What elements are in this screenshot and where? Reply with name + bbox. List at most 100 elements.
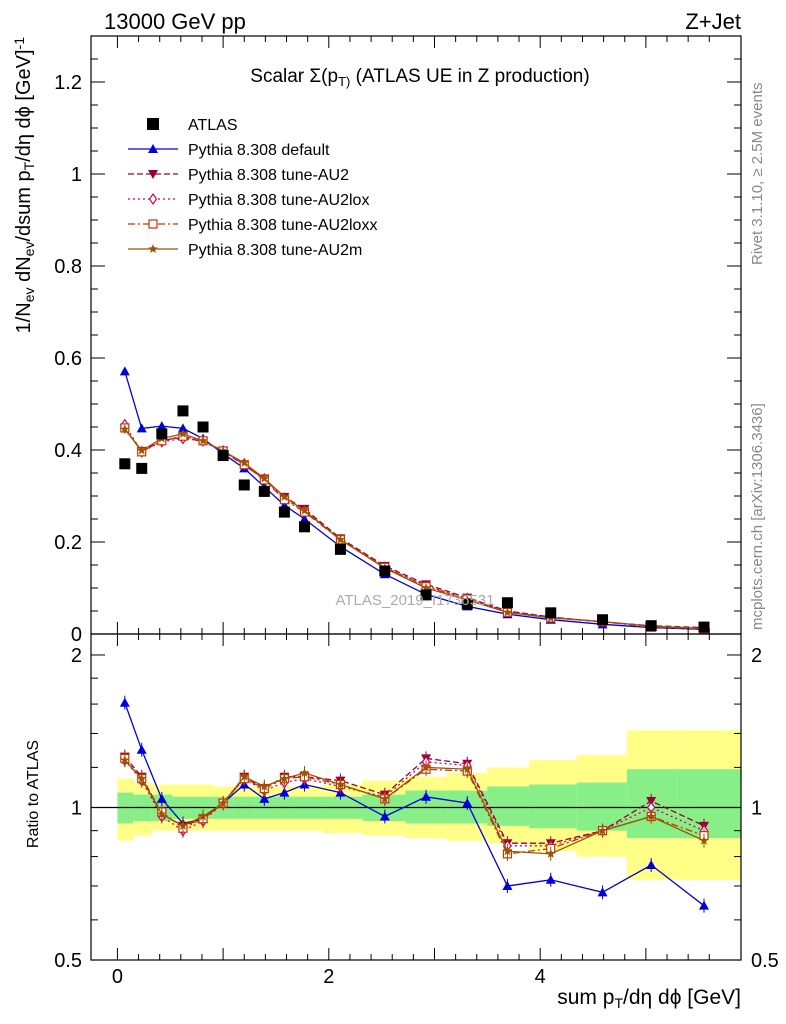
data-point-atlas (119, 458, 131, 470)
data-point-atlas (177, 405, 189, 417)
point-pythia-8-308-default (136, 423, 147, 433)
mcplots-label: mcplots.cern.ch [arXiv:1306.3436] (749, 403, 766, 630)
ratio-point-pythia-8-308-tune-au2m (137, 773, 147, 783)
data-point-atlas (461, 598, 473, 610)
legend-label-atlas: ATLAS (188, 117, 238, 134)
ratio-point-pythia-8-308-tune-au2m (380, 793, 390, 803)
data-point-atlas (501, 597, 513, 609)
ratio-point-pythia-8-308-default (502, 880, 513, 890)
ratio-y-tick-label-right: 0.5 (751, 950, 779, 972)
point-pythia-8-308-tune-au2m (120, 424, 130, 434)
ratio-point-pythia-8-308-tune-au2m (335, 779, 346, 789)
point-pythia-8-308-default (119, 366, 130, 376)
point-pythia-8-308-tune-au2m (178, 428, 188, 438)
ratio-point-pythia-8-308-default (119, 697, 130, 707)
ratio-plot-frame (90, 633, 742, 961)
legend-marker-pythia-8-308-tune-au2 (148, 170, 158, 179)
ratio-point-pythia-8-308-default (136, 744, 147, 754)
point-pythia-8-308-tune-au2m (299, 505, 310, 515)
legend-marker-pythia-8-308-tune-au2loxx (148, 219, 158, 229)
ratio-band-inner (487, 786, 530, 826)
point-pythia-8-308-default (177, 423, 188, 433)
ratio-band-inner (529, 784, 577, 829)
ratio-point-pythia-8-308-default (259, 793, 270, 803)
y-tick-label: 0.6 (54, 348, 82, 370)
data-point-atlas (278, 506, 290, 518)
ratio-point-pythia-8-308-tune-au2m (699, 835, 709, 845)
ratio-point-pythia-8-308-tune-au2m (259, 781, 270, 791)
ratio-point-pythia-8-308-tune-au2m (198, 811, 208, 821)
data-point-atlas (298, 521, 310, 533)
ratio-point-pythia-8-308-default (156, 793, 167, 803)
ratio-y-tick-label: 2 (71, 645, 82, 667)
data-point-atlas (197, 421, 209, 433)
point-pythia-8-308-tune-au2m (259, 473, 270, 483)
legend-marker-pythia-8-308-default (148, 144, 158, 153)
point-pythia-8-308-tune-au2m (137, 445, 147, 455)
ratio-y-axis-label: Ratio to ATLAS (25, 740, 42, 848)
ratio-point-pythia-8-308-default (421, 791, 432, 801)
legend-label-pythia-8-308-default: Pythia 8.308 default (188, 142, 330, 159)
point-pythia-8-308-tune-au2m (502, 607, 513, 617)
data-point-atlas (420, 589, 432, 601)
point-pythia-8-308-tune-au2m (239, 457, 249, 467)
point-pythia-8-308-tune-au2m (279, 491, 290, 501)
ratio-point-pythia-8-308-tune-au2m (299, 767, 310, 777)
legend-label-pythia-8-308-tune-au2lox: Pythia 8.308 tune-AU2lox (188, 192, 369, 209)
rivet-version-label: Rivet 3.1.10, ≥ 2.5M events (749, 83, 766, 266)
data-point-atlas (698, 621, 710, 633)
ratio-y-tick-label-right: 1 (751, 797, 762, 819)
legend-marker-pythia-8-308-tune-au2m (148, 244, 158, 253)
y-tick-label: 0.8 (54, 256, 82, 278)
ratio-point-pythia-8-308-default (545, 874, 556, 884)
legend-label-pythia-8-308-tune-au2m: Pythia 8.308 tune-AU2m (188, 242, 362, 259)
data-point-atlas (379, 565, 391, 577)
point-pythia-8-308-tune-au2m (421, 583, 431, 592)
ratio-point-pythia-8-308-tune-au2m (597, 825, 608, 835)
x-tick-label: 0 (112, 966, 123, 988)
legend-label-pythia-8-308-tune-au2loxx: Pythia 8.308 tune-AU2loxx (188, 217, 377, 234)
ratio-point-pythia-8-308-default (379, 811, 390, 821)
data-point-atlas (645, 620, 657, 632)
point-pythia-8-308-tune-au2m (335, 534, 346, 544)
point-pythia-8-308-tune-au2m (198, 435, 208, 445)
series-line-pythia-8-308-default (124, 371, 705, 631)
data-point-atlas (217, 450, 229, 462)
ratio-point-pythia-8-308-default (597, 887, 608, 897)
energy-label: 13000 GeV pp (104, 9, 246, 34)
point-pythia-8-308-default (299, 514, 310, 523)
data-point-atlas (136, 462, 148, 474)
y-tick-label: 1.2 (54, 72, 82, 94)
ratio-point-pythia-8-308-tune-au2m (279, 773, 290, 783)
data-point-atlas (597, 614, 609, 626)
y-tick-label: 0 (71, 624, 82, 646)
point-pythia-8-308-default (156, 421, 167, 431)
legend-label-pythia-8-308-tune-au2: Pythia 8.308 tune-AU2 (188, 167, 349, 184)
ratio-point-pythia-8-308-tune-au2m (646, 811, 656, 821)
ratio-point-pythia-8-308-tune-au2m (462, 764, 472, 774)
ratio-y-tick-label-right: 2 (751, 645, 762, 667)
ratio-plot-series (119, 695, 710, 913)
ratio-point-pythia-8-308-default (462, 798, 473, 808)
ratio-point-pythia-8-308-tune-au2m (546, 848, 556, 858)
plot-title: Scalar Σ(pT)​ (ATLAS UE in Z production) (250, 66, 589, 89)
ratio-point-pythia-8-308-tune-au2m (218, 798, 228, 808)
ratio-point-pythia-8-308-tune-au2m (120, 755, 130, 765)
legend-marker-atlas (147, 118, 159, 130)
ratio-point-pythia-8-308-tune-au2m (502, 846, 513, 856)
process-label: Z+Jet (685, 9, 741, 34)
main-plot-series (119, 366, 710, 635)
data-point-atlas (334, 543, 346, 555)
ratio-y-tick-label: 1 (71, 797, 82, 819)
ratio-band-inner (576, 782, 627, 831)
data-point-atlas (545, 607, 557, 619)
ratio-point-pythia-8-308-tune-au2m (421, 762, 431, 772)
ratio-point-pythia-8-308-tune-au2m (239, 771, 249, 781)
data-point-atlas (258, 485, 270, 497)
ratio-point-pythia-8-308-default (699, 900, 710, 910)
ratio-point-pythia-8-308-tune-au2m (178, 820, 188, 830)
y-tick-label: 0.4 (54, 440, 82, 462)
ratio-point-pythia-8-308-default (279, 787, 290, 797)
x-tick-label: 4 (535, 966, 546, 988)
